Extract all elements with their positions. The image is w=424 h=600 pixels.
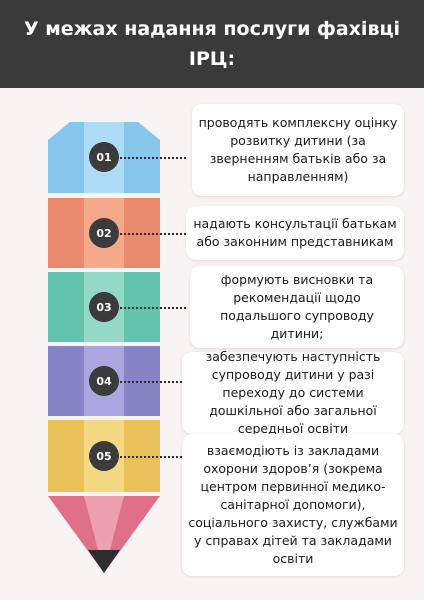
step-text-5: взаємодіють із закладами охорони здоров’…	[188, 443, 398, 566]
step-card-1: проводять комплексну оцінку розвитку дит…	[192, 104, 404, 196]
step-number-1: 01	[89, 142, 119, 172]
pencil-tip	[48, 496, 160, 573]
step-card-5: взаємодіють із закладами охорони здоров’…	[182, 434, 404, 576]
leader-line-5	[120, 456, 186, 458]
leader-line-1	[120, 157, 186, 159]
step-text-4: забезпечують наступність супроводу дитин…	[205, 349, 381, 436]
step-number-2: 02	[89, 218, 119, 248]
step-text-2: надають консультації батькам або законни…	[193, 216, 397, 249]
step-number-4: 04	[89, 366, 119, 396]
step-text-1: проводять комплексну оцінку розвитку дит…	[198, 115, 398, 184]
header-banner: У межах надання послуги фахівці ІРЦ:	[0, 0, 424, 88]
step-number-3: 03	[89, 292, 119, 322]
step-number-5: 05	[89, 441, 119, 471]
step-text-3: формують висновки та рекомендації щодо п…	[220, 272, 374, 341]
leader-line-2	[120, 233, 186, 235]
page-title: У межах надання послуги фахівці ІРЦ:	[23, 18, 401, 70]
step-card-2: надають консультації батькам або законни…	[186, 206, 404, 260]
leader-line-3	[120, 307, 186, 309]
leader-line-4	[120, 381, 186, 383]
step-card-3: формують висновки та рекомендації щодо п…	[190, 266, 404, 348]
step-card-4: забезпечують наступність супроводу дитин…	[182, 349, 404, 436]
